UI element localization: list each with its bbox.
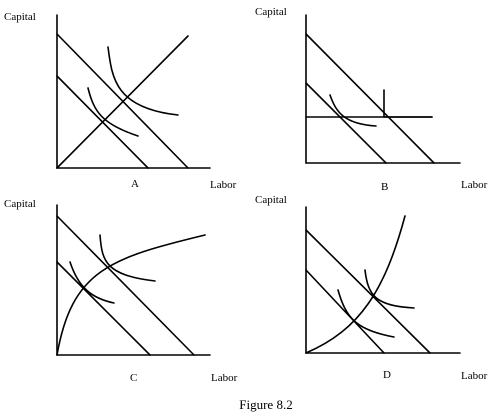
panel-c-lower-isoquant: [69, 261, 115, 304]
panel-a: Capital A Labor: [4, 11, 237, 191]
panel-b-y-label: Capital: [255, 6, 287, 18]
panel-b-upper-isoquant: [383, 89, 433, 118]
panel-d-y-label: Capital: [255, 194, 287, 206]
panel-b-inner-isocost-line: [305, 82, 387, 164]
panel-a-upper-isoquant: [107, 46, 179, 116]
panel-c-outer-isocost-line: [56, 215, 195, 356]
panel-d-letter: D: [383, 369, 391, 381]
panel-d-lower-isoquant: [337, 289, 395, 338]
panel-b-lower-isoquant: [329, 94, 377, 127]
panel-c-inner-isocost-line: [56, 261, 151, 356]
panel-d-inner-isocost-line: [305, 269, 385, 354]
panel-a-lower-isoquant: [87, 87, 139, 137]
panel-b: Capital B Labor: [255, 6, 488, 193]
panel-a-letter: A: [131, 178, 139, 190]
panel-a-x-label: Labor: [210, 179, 237, 191]
panel-c-expansion-path: [56, 234, 206, 356]
panel-d-x-label: Labor: [461, 370, 488, 382]
panel-a-expansion-path: [56, 35, 189, 169]
panel-a-y-label: Capital: [4, 11, 36, 23]
panel-d-expansion-path: [305, 215, 406, 354]
panel-c-upper-isoquant: [99, 234, 156, 282]
panel-b-letter: B: [381, 181, 388, 193]
panel-b-x-label: Labor: [461, 179, 488, 191]
panel-d-upper-isoquant: [364, 269, 415, 309]
panel-c: Capital C Labor: [4, 198, 238, 384]
figure-caption: Figure 8.2: [239, 397, 292, 412]
panel-c-x-label: Labor: [211, 372, 238, 384]
panel-d-outer-isocost-line: [305, 229, 431, 354]
panel-c-letter: C: [130, 372, 137, 384]
panel-c-y-label: Capital: [4, 198, 36, 210]
panel-d: Capital D Labor: [255, 194, 488, 382]
panel-b-outer-isocost-line: [305, 33, 435, 164]
